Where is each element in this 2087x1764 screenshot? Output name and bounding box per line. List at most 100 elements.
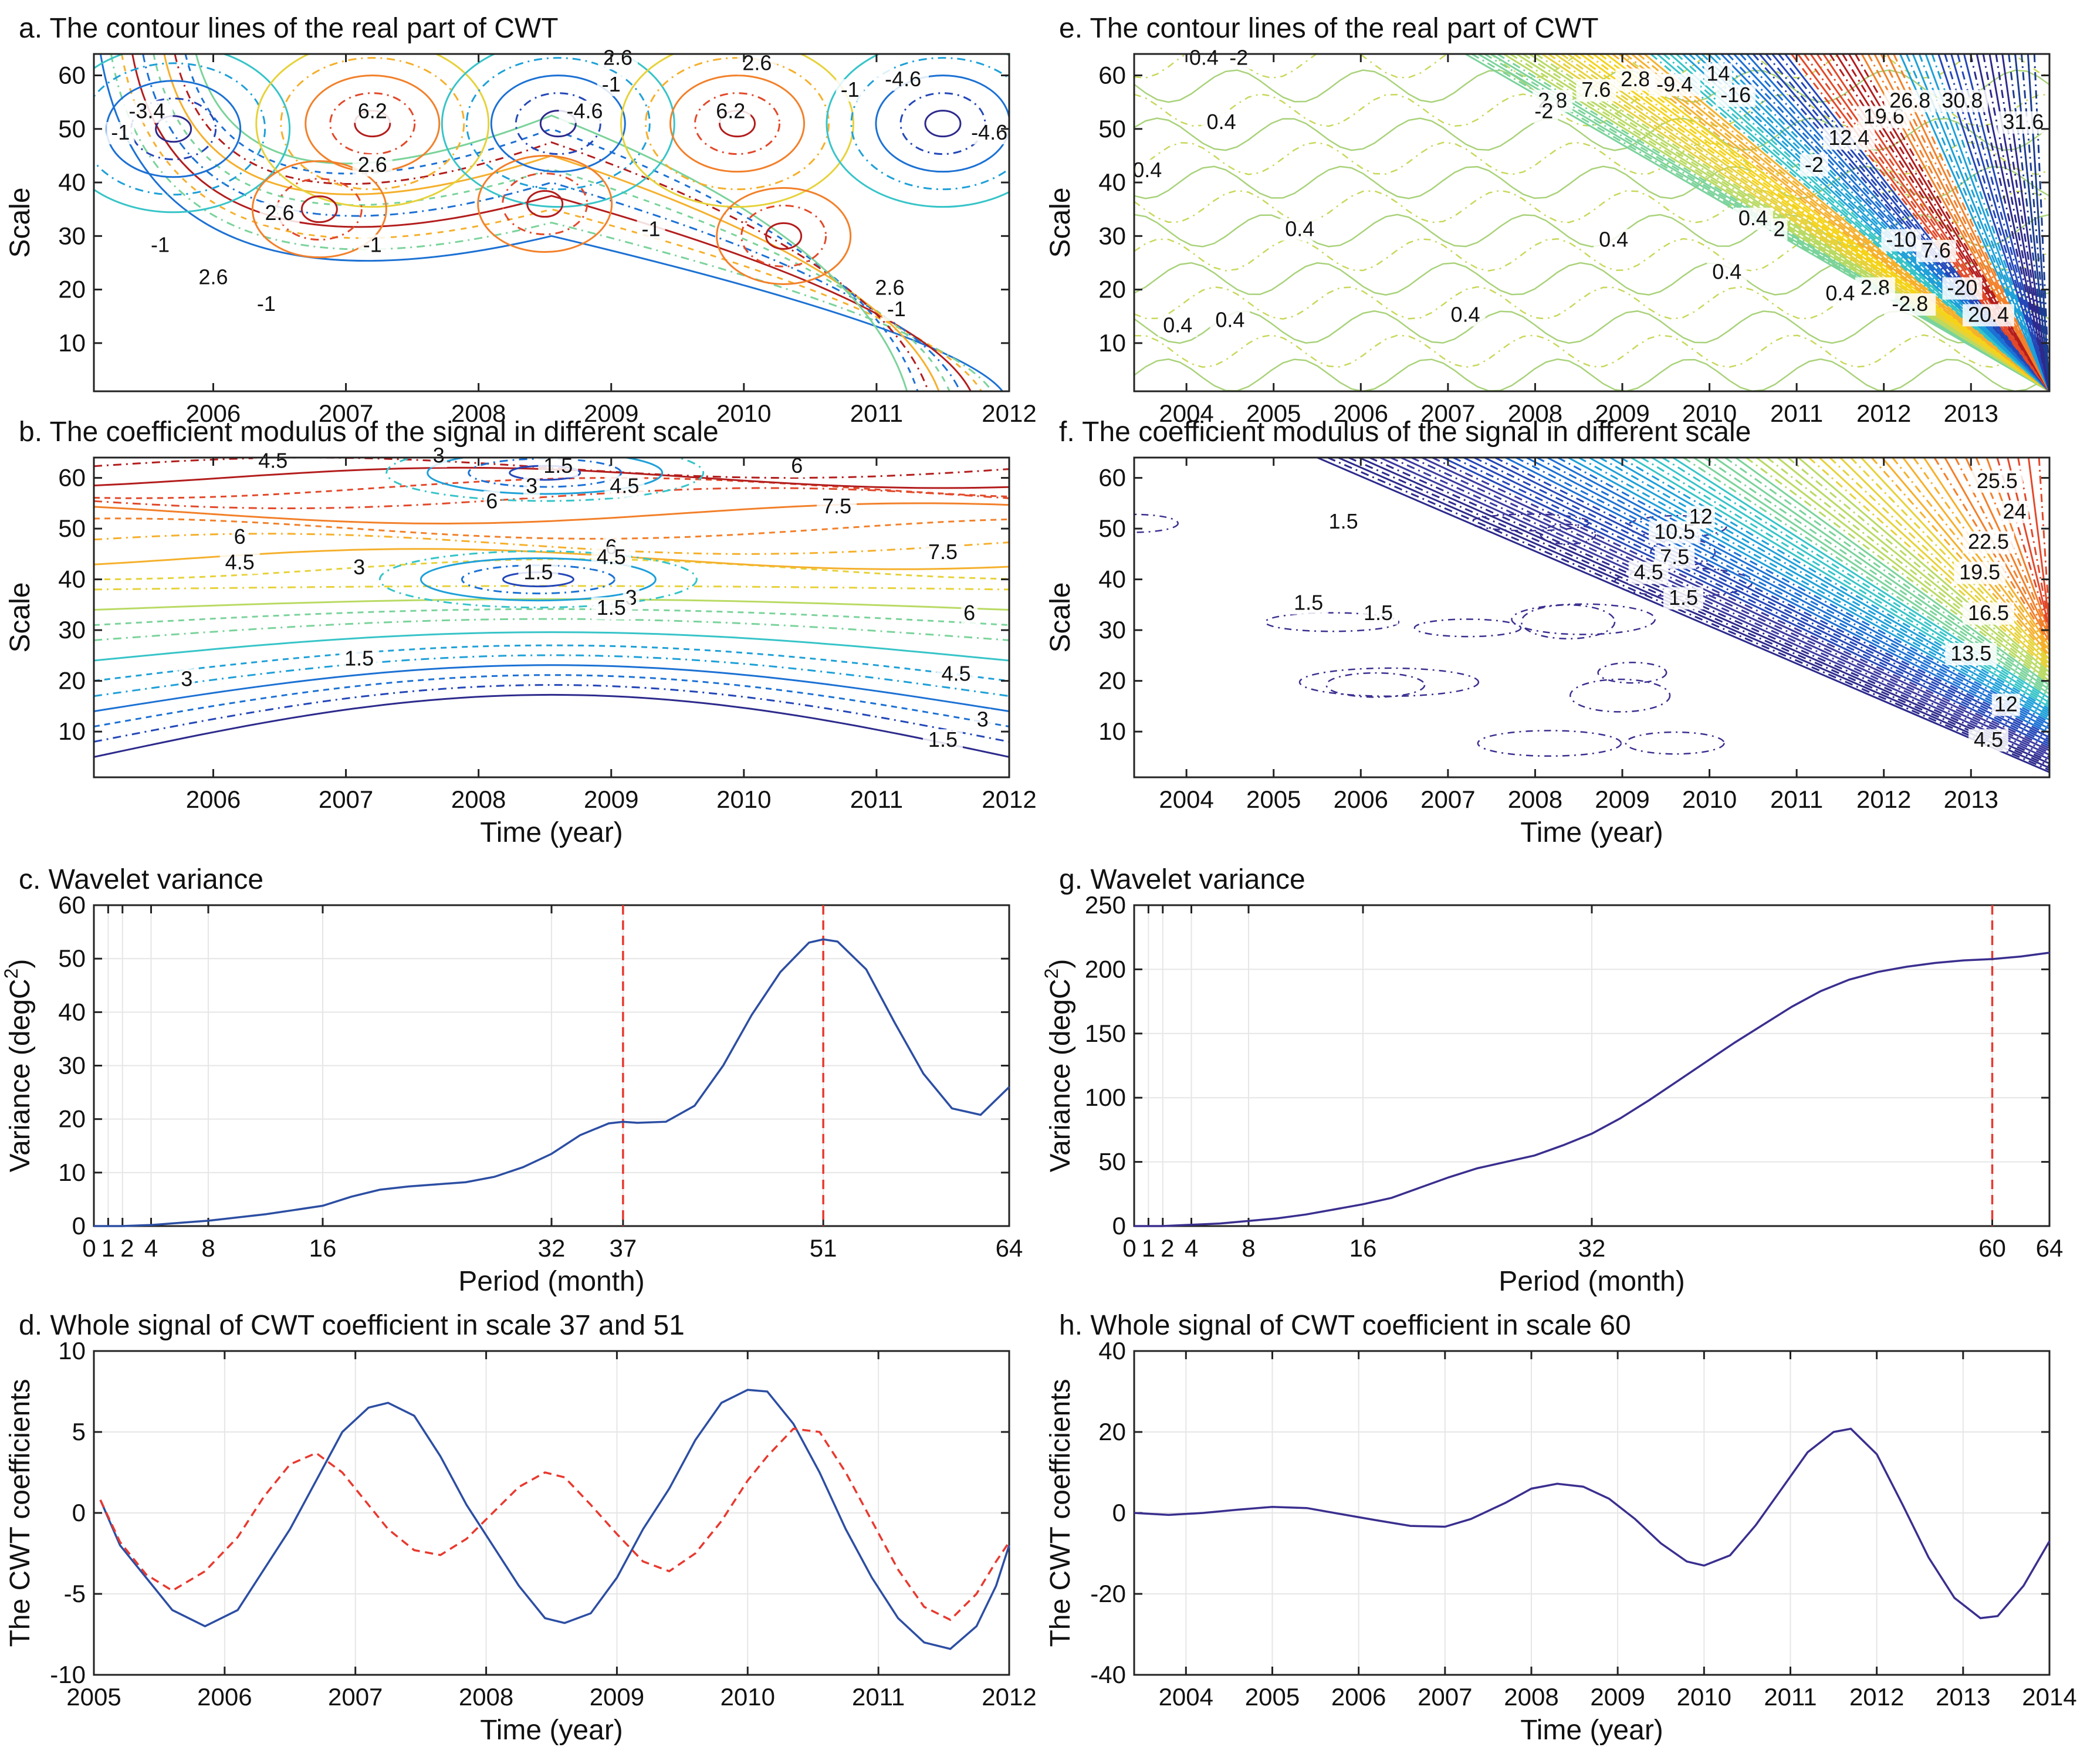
- y-tick-label: 50: [1098, 115, 1126, 143]
- contour-label: -1: [151, 233, 170, 257]
- contour-label: -1: [363, 233, 382, 257]
- x-tick-label: 2: [1161, 1234, 1174, 1262]
- x-tick-label: 2012: [1849, 1683, 1904, 1711]
- contour-label-bg: [252, 293, 280, 316]
- x-tick-label: 2: [120, 1234, 134, 1262]
- contour-label-bg: [1997, 111, 2049, 134]
- contour-label-bg: [1963, 602, 2014, 625]
- contour-lines: [94, 54, 1009, 391]
- contour-label-bg: [1323, 511, 1364, 534]
- contour-ring: [502, 172, 588, 236]
- contour-label: 3: [181, 666, 192, 690]
- y-tick-label: 30: [58, 616, 86, 644]
- contour-label: 1.5: [1294, 591, 1323, 615]
- contour-label: 22.5: [1968, 530, 2009, 554]
- y-tick-label: 150: [1085, 1020, 1126, 1047]
- y-tick-label: 20: [1098, 1418, 1126, 1445]
- plot-frame: [93, 456, 1010, 778]
- contour-label-bg: [637, 218, 665, 241]
- x-tick-label: 2009: [590, 1683, 644, 1711]
- contour-ring: [300, 195, 338, 224]
- contour-line: [2001, 54, 2049, 391]
- contour-label-bg: [483, 490, 500, 513]
- contour-label-bg: [711, 100, 751, 123]
- x-tick-label: 2008: [459, 1683, 513, 1711]
- x-tick-label: 8: [201, 1234, 215, 1262]
- contour-line: [1327, 458, 2049, 771]
- contour-label: -10: [1886, 228, 1916, 252]
- contour-label-bg: [1823, 127, 1875, 150]
- contour-line: [1536, 458, 2049, 727]
- contour-label: 13.5: [1950, 641, 1991, 665]
- contour-line: [94, 654, 1009, 698]
- contour-label-bg: [1954, 561, 2006, 584]
- panel-title: b. The coefficient modulus of the signal…: [19, 417, 719, 448]
- contour-label: 1.5: [344, 646, 374, 671]
- contour-line: [1348, 458, 2049, 767]
- contour-label: 0.4: [1712, 259, 1741, 283]
- y-tick-label: 30: [58, 222, 86, 249]
- y-tick-label: 50: [58, 514, 86, 542]
- contour-label: 24: [2003, 499, 2027, 523]
- contour-ring: [620, 54, 854, 208]
- contour-line: [1541, 54, 2049, 391]
- contour-line: [1752, 54, 2049, 391]
- contour-line: [174, 54, 929, 391]
- x-axis-label: Time (year): [480, 817, 623, 848]
- contour-label: 2: [1773, 216, 1785, 241]
- y-tick-label: -40: [1090, 1661, 1126, 1688]
- contour-line: [1134, 334, 2049, 368]
- x-tick-label: 2007: [1420, 785, 1475, 813]
- contour-line: [1599, 458, 2049, 715]
- contour-label-bg: [2000, 500, 2029, 523]
- contour-label-bg: [1288, 592, 1329, 615]
- contour-line: [1816, 54, 2049, 391]
- contour-label-bg: [1594, 229, 1634, 252]
- contour-label: 31.6: [2003, 110, 2044, 134]
- contour-label: -4.6: [885, 67, 921, 91]
- x-tick-label: 2011: [852, 1683, 905, 1711]
- x-tick-label: 0: [82, 1234, 96, 1262]
- x-tick-label: 2009: [584, 785, 638, 813]
- contour-label: 0.4: [1163, 313, 1192, 337]
- contour-line: [1568, 458, 2049, 721]
- contour-ring: [515, 92, 601, 155]
- contour-label: -2: [1805, 153, 1824, 177]
- contour-label: 4.5: [258, 448, 287, 472]
- contour-label-bg: [1963, 531, 2014, 554]
- contour-line: [1358, 458, 2049, 764]
- contour-label: 0.4: [1215, 307, 1244, 331]
- contour-ring: [740, 204, 827, 268]
- contour-label-bg: [963, 122, 1016, 145]
- x-tick-label: 2008: [451, 399, 506, 427]
- contour-line: [1735, 458, 2049, 686]
- contour-line: [94, 477, 1009, 499]
- contour-line: [94, 585, 1009, 591]
- contour-label: 14: [1706, 62, 1730, 86]
- panel-b: 4.531.5364.567.564.531.564.57.531.561.53…: [5, 417, 1037, 848]
- x-tick-label: 2004: [1159, 785, 1213, 813]
- x-tick-label: 4: [1185, 1234, 1198, 1262]
- x-tick-label: 2006: [1334, 399, 1388, 427]
- x-tick-label: 8: [1242, 1234, 1255, 1262]
- y-tick-label: 40: [58, 998, 86, 1025]
- contour-line: [1842, 54, 2049, 391]
- contour-line: [1463, 458, 2049, 743]
- y-axis-label: Scale: [5, 582, 36, 652]
- contour-label-bg: [231, 526, 248, 549]
- y-axis-label-base: Variance (degC: [1045, 979, 1076, 1172]
- contour-label-bg: [430, 445, 447, 468]
- x-tick-label: 2011: [1770, 399, 1823, 427]
- contour-label-bg: [882, 299, 911, 321]
- contour-label: 4.5: [1974, 727, 2003, 751]
- contour-label-bg: [604, 475, 645, 498]
- contour-line: [195, 54, 908, 391]
- x-tick-label: 2007: [328, 1683, 383, 1711]
- contour-label: 0.4: [1451, 302, 1480, 326]
- contour-label: -4.6: [566, 99, 603, 123]
- contour-label: 0.4: [1738, 206, 1768, 230]
- y-axis-label: Scale: [1045, 582, 1076, 652]
- contour-label: 4.5: [610, 474, 639, 498]
- contour-ring: [329, 92, 416, 155]
- contour-label-bg: [1530, 100, 1558, 123]
